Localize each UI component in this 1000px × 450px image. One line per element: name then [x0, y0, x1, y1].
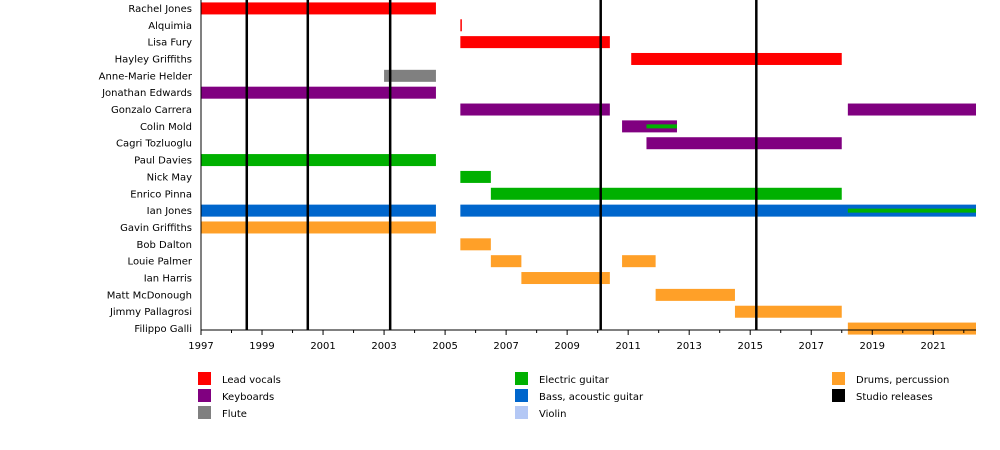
bar-gavin-griffiths-drums [201, 221, 436, 234]
legend-item-guitar: Electric guitar [515, 372, 610, 386]
legend-item-keyboards: Keyboards [198, 389, 274, 403]
bar-nick-may-guitar [460, 170, 491, 183]
member-label-alquimia: Alquimia [148, 21, 192, 32]
bar-lisa-fury-vocals [460, 36, 610, 49]
secondary-bar-colin-mold-guitar [646, 124, 677, 129]
legend-swatch-studio [832, 389, 845, 402]
member-label-matt-mcdonough: Matt McDonough [107, 290, 192, 301]
bar-cagri-tozluoglu-keyboards [646, 137, 842, 150]
member-label-hayley-griffiths: Hayley Griffiths [115, 54, 192, 65]
x-tick-label: 2011 [615, 341, 640, 352]
legend-label-bass: Bass, acoustic guitar [539, 392, 644, 403]
legend-swatch-vocals [198, 372, 211, 385]
x-tick-label: 1999 [249, 341, 274, 352]
bar-hayley-griffiths-vocals [631, 52, 842, 65]
bar-jonathan-edwards-keyboards [201, 86, 436, 99]
bar-louie-palmer-drums [622, 255, 656, 268]
x-tick-label: 2015 [737, 341, 762, 352]
legend-swatch-flute [198, 406, 211, 419]
x-axis: 1997 1999 2001 2003 2005 2007 2009 2011 2013 2015… [188, 0, 976, 352]
member-labels: Rachel Jones Alquimia Lisa Fury Hayley Grif… [99, 4, 193, 335]
studio-release-lines [245, 0, 758, 330]
bar-filippo-galli-drums [847, 322, 976, 335]
member-label-jonathan-edwards: Jonathan Edwards [101, 88, 192, 99]
x-tick-label: 2021 [921, 341, 946, 352]
bar-ian-jones-bass [201, 204, 436, 217]
legend-label-keyboards: Keyboards [222, 392, 274, 403]
member-label-enrico-pinna: Enrico Pinna [130, 189, 192, 200]
bar-gonzalo-carrera-keyboards [460, 103, 610, 116]
member-label-gonzalo-carrera: Gonzalo Carrera [111, 105, 192, 116]
member-label-lisa-fury: Lisa Fury [148, 38, 193, 49]
legend-item-violin: Violin [515, 406, 566, 420]
legend-item-vocals: Lead vocals [198, 372, 281, 386]
bar-alquimia-vocals [460, 19, 462, 32]
bar-matt-mcdonough-drums [655, 288, 735, 301]
member-label-anne-marie-helder: Anne-Marie Helder [99, 71, 193, 82]
legend-swatch-keyboards [198, 389, 211, 402]
member-label-colin-mold: Colin Mold [140, 122, 192, 133]
x-tick-label: 1997 [188, 341, 213, 352]
member-label-filippo-galli: Filippo Galli [134, 324, 192, 335]
legend-item-studio: Studio releases [832, 389, 933, 403]
member-label-ian-harris: Ian Harris [144, 274, 192, 285]
x-tick-label: 2009 [554, 341, 579, 352]
bar-rachel-jones-vocals [201, 2, 436, 15]
bar-bob-dalton-drums [460, 238, 491, 251]
secondary-bar-ian-jones-guitar [847, 208, 976, 213]
legend-swatch-drums [832, 372, 845, 385]
legend-label-vocals: Lead vocals [222, 375, 281, 386]
member-label-louie-palmer: Louie Palmer [128, 257, 193, 268]
x-tick-label: 2017 [799, 341, 824, 352]
x-tick-label: 2013 [676, 341, 701, 352]
bar-jimmy-pallagrosi-drums [734, 305, 842, 318]
legend-item-bass: Bass, acoustic guitar [515, 389, 644, 403]
legend-item-flute: Flute [198, 406, 247, 420]
legend-label-drums: Drums, percussion [856, 375, 949, 386]
bar-ian-jones-bass [460, 204, 976, 217]
member-label-paul-davies: Paul Davies [134, 156, 192, 167]
legend-item-drums: Drums, percussion [832, 372, 949, 386]
bar-paul-davies-guitar [201, 154, 436, 167]
x-tick-label: 2005 [432, 341, 457, 352]
legend-swatch-bass [515, 389, 528, 402]
member-label-jimmy-pallagrosi: Jimmy Pallagrosi [109, 307, 192, 318]
legend-label-flute: Flute [222, 409, 247, 420]
member-label-bob-dalton: Bob Dalton [137, 240, 193, 251]
legend-label-violin: Violin [539, 409, 566, 420]
member-label-rachel-jones: Rachel Jones [128, 4, 192, 15]
bar-anne-marie-helder-flute [384, 69, 436, 82]
legend-swatch-violin [515, 406, 528, 419]
member-label-ian-jones: Ian Jones [147, 206, 192, 217]
x-tick-label: 2001 [310, 341, 335, 352]
member-label-gavin-griffiths: Gavin Griffiths [120, 223, 192, 234]
member-label-cagri-tozluoglu: Cagri Tozluoglu [116, 139, 192, 150]
legend-label-studio: Studio releases [856, 392, 933, 403]
bar-louie-palmer-drums [490, 255, 522, 268]
member-label-nick-may: Nick May [147, 172, 192, 183]
x-tick-label: 2019 [860, 341, 885, 352]
member-bars [201, 2, 976, 335]
bar-enrico-pinna-guitar [490, 187, 842, 200]
legend: Lead vocals Keyboards Flute Electric guitar… [198, 372, 949, 420]
x-tick-label: 2007 [493, 341, 518, 352]
x-tick-label: 2003 [371, 341, 396, 352]
legend-swatch-guitar [515, 372, 528, 385]
legend-label-guitar: Electric guitar [539, 375, 610, 386]
bar-ian-harris-drums [521, 272, 610, 285]
bar-gonzalo-carrera-keyboards [847, 103, 976, 116]
